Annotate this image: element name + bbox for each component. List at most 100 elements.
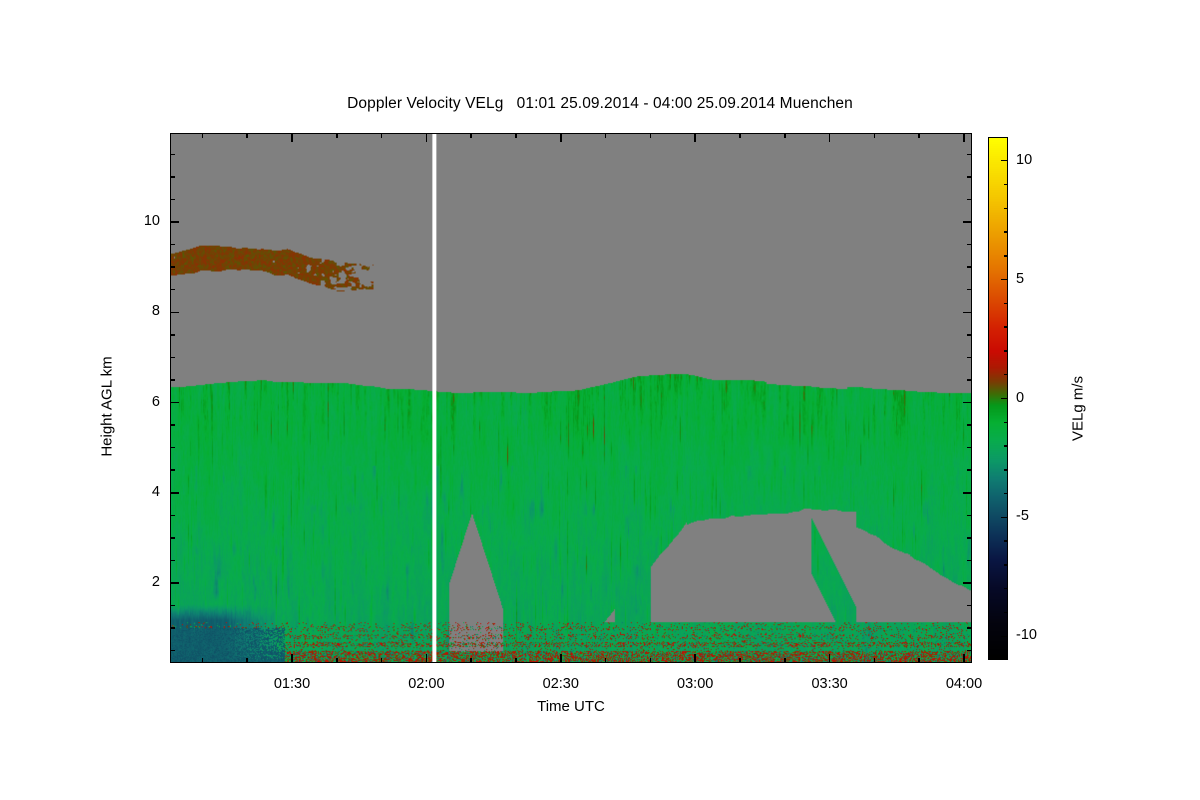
y-minor-tick-right (967, 356, 972, 359)
x-tick-label: 03:00 (677, 676, 714, 692)
colorbar-tick-label: -10 (1016, 627, 1037, 644)
y-minor-tick-left (170, 198, 175, 201)
y-tick-mark (170, 492, 179, 494)
y-minor-tick-left (170, 514, 175, 517)
x-minor-tick-top (918, 133, 920, 138)
y-tick-mark-right (963, 401, 972, 404)
x-tick-mark (291, 654, 293, 663)
y-minor-tick-right (967, 266, 972, 268)
x-minor-tick-top (470, 133, 472, 138)
y-minor-tick-left (170, 537, 175, 539)
x-minor-tick-bottom (739, 658, 741, 663)
colorbar-tick-label: -5 (1016, 508, 1029, 525)
colorbar-minor-tick (1004, 469, 1008, 471)
colorbar-gradient (989, 138, 1007, 659)
y-minor-tick-right (967, 288, 972, 291)
figure-title: Doppler Velocity VELg 01:01 25.09.2014 -… (347, 95, 853, 112)
y-minor-tick-left (170, 424, 175, 426)
x-minor-tick-top (604, 133, 607, 138)
x-minor-tick-top (246, 133, 248, 138)
y-minor-tick-left (170, 288, 175, 291)
colorbar-tick-label: 5 (1016, 270, 1025, 287)
x-tick-mark-top (963, 133, 965, 142)
y-minor-tick-left (170, 379, 175, 381)
x-minor-tick-top (380, 133, 383, 138)
x-minor-tick-top (649, 133, 652, 138)
y-minor-tick-left (170, 604, 175, 607)
plot-area (170, 133, 972, 663)
y-tick-mark-right (963, 582, 972, 584)
x-minor-tick-bottom (246, 658, 248, 663)
y-minor-tick-left (170, 334, 175, 336)
colorbar-minor-tick (1004, 587, 1008, 590)
colorbar-minor-tick (1004, 326, 1008, 328)
colorbar-minor-tick (1004, 445, 1008, 447)
y-minor-tick-right (967, 604, 972, 607)
x-minor-tick-top (336, 133, 338, 138)
y-minor-tick-right (967, 469, 972, 471)
x-tick-mark-top (828, 133, 831, 142)
x-minor-tick-bottom (873, 658, 876, 663)
x-tick-mark (560, 654, 562, 663)
colorbar-tick-label: 0 (1016, 389, 1025, 406)
y-minor-tick-right (967, 627, 972, 629)
y-tick-label: 2 (151, 574, 160, 590)
colorbar-minor-tick (1004, 350, 1008, 352)
x-tick-mark (963, 654, 965, 663)
y-minor-tick-left (170, 153, 175, 156)
colorbar-minor-tick (1004, 540, 1008, 542)
x-tick-mark (425, 654, 428, 663)
x-minor-tick-bottom (380, 658, 383, 663)
y-minor-tick-right (967, 424, 972, 426)
colorbar-minor-tick (1004, 564, 1008, 566)
y-minor-tick-left (170, 627, 175, 629)
y-tick-mark-right (963, 221, 972, 223)
x-tick-label: 01:30 (273, 676, 311, 692)
x-minor-tick-top (873, 133, 876, 138)
y-tick-mark-right (963, 492, 972, 494)
x-axis-title: Time UTC (537, 698, 605, 715)
colorbar-tick-mark (1001, 635, 1008, 637)
x-minor-tick-top (515, 133, 517, 138)
colorbar-minor-tick (1004, 421, 1008, 423)
x-tick-label: 02:00 (408, 676, 445, 692)
x-minor-tick-bottom (515, 658, 517, 663)
x-minor-tick-bottom (784, 658, 786, 663)
y-tick-mark-right (963, 311, 972, 313)
y-minor-tick-left (170, 266, 175, 268)
y-axis-title: Height AGL km (98, 356, 116, 457)
y-tick-mark (170, 221, 179, 223)
colorbar-minor-tick (1004, 207, 1008, 209)
y-minor-tick-right (967, 446, 972, 449)
y-minor-tick-left (170, 176, 175, 178)
colorbar-minor-tick (1004, 492, 1008, 495)
y-minor-tick-right (967, 243, 972, 246)
x-tick-mark (828, 654, 831, 663)
y-tick-label: 10 (143, 213, 160, 229)
y-minor-tick-left (170, 446, 175, 449)
colorbar-minor-tick (1004, 302, 1008, 305)
x-minor-tick-bottom (604, 658, 607, 663)
x-minor-tick-top (739, 133, 741, 138)
y-tick-label: 4 (151, 483, 160, 500)
colorbar-minor-tick (1004, 611, 1008, 614)
colorbar-tick-mark (1001, 516, 1008, 519)
x-tick-mark-top (560, 133, 562, 142)
y-minor-tick-left (170, 356, 175, 359)
y-minor-tick-right (967, 379, 972, 381)
heatmap-canvas (171, 134, 971, 662)
y-minor-tick-right (967, 559, 972, 562)
y-tick-mark (170, 311, 179, 313)
colorbar-title: VELg m/s (1069, 375, 1087, 442)
x-minor-tick-bottom (336, 658, 338, 663)
colorbar-tick-mark (1001, 397, 1008, 400)
colorbar-minor-tick (1004, 374, 1008, 376)
x-tick-mark (694, 654, 696, 663)
x-tick-label: 02:30 (542, 676, 579, 692)
x-minor-tick-bottom (201, 658, 204, 663)
y-minor-tick-right (967, 537, 972, 539)
y-minor-tick-right (967, 176, 972, 178)
colorbar-tick-label: 10 (1016, 151, 1033, 168)
y-tick-label: 6 (151, 393, 160, 410)
